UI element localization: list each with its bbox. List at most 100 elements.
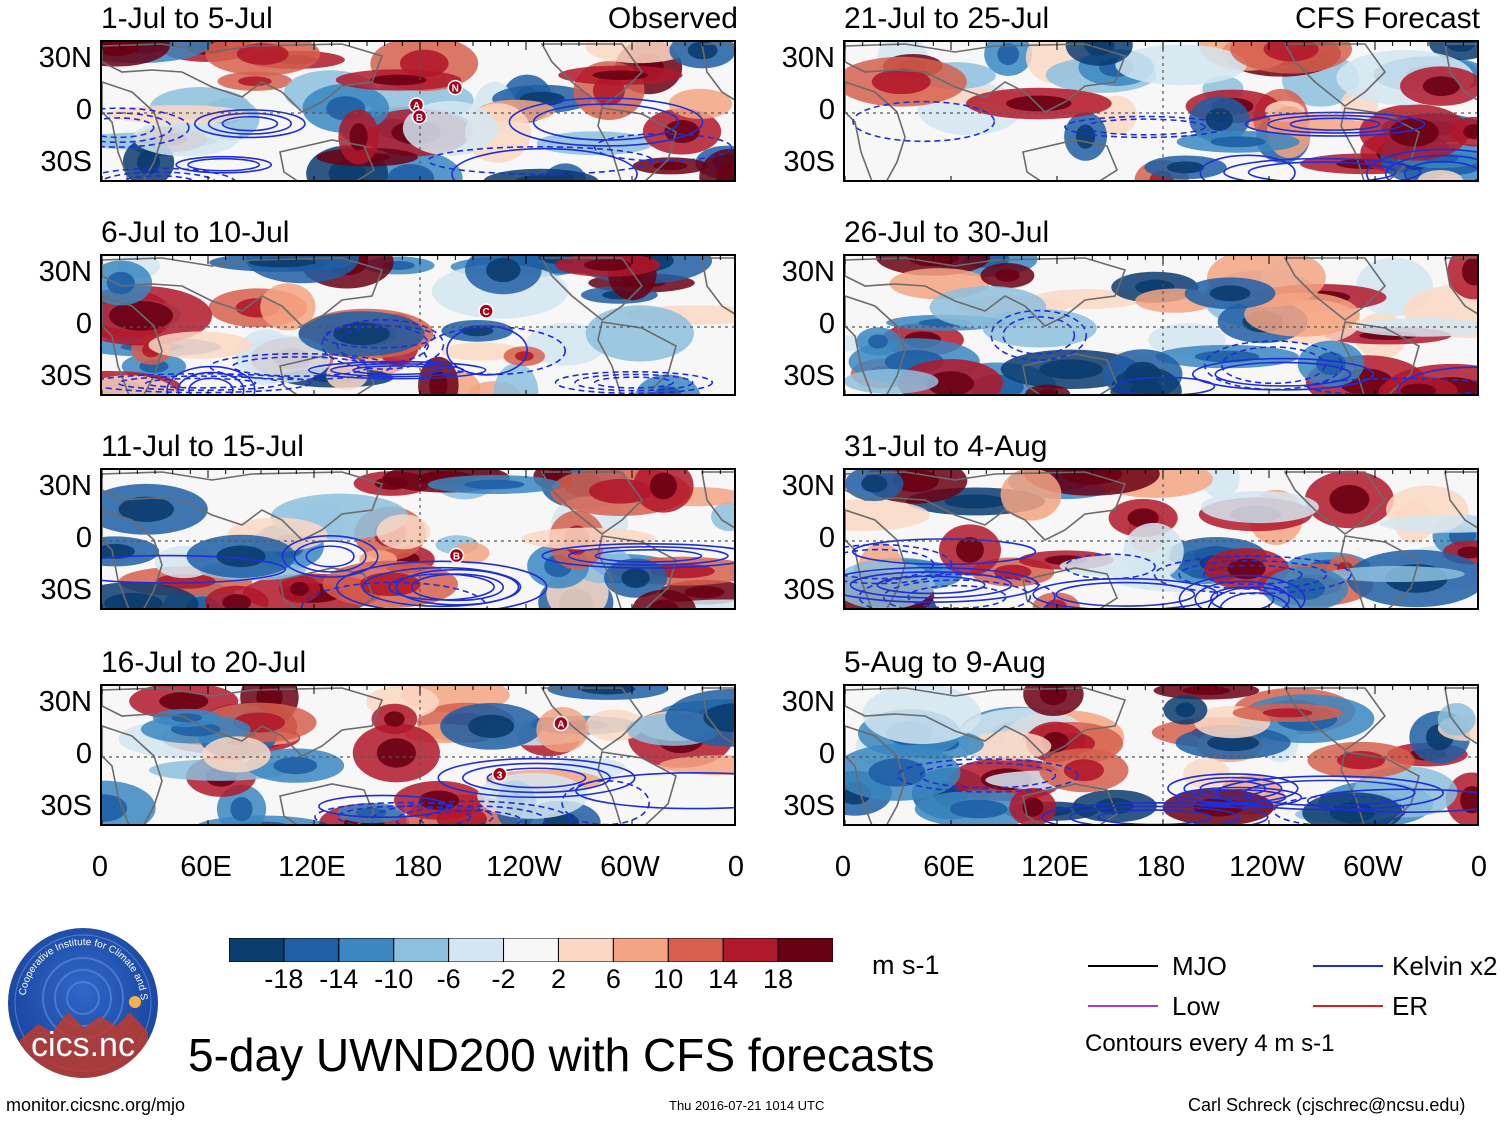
lat-tick-label: 30S (783, 146, 835, 178)
wind-anomaly-core (290, 581, 309, 596)
kelvin-contour (395, 568, 520, 606)
wind-anomaly-core (104, 592, 163, 608)
kelvin-contour (1199, 780, 1267, 797)
coastline (1283, 257, 1387, 321)
colorbar-swatch (667, 937, 724, 963)
kelvin-contour (305, 545, 355, 568)
coastline (1283, 471, 1387, 535)
legend-line-kelvin (1313, 965, 1383, 967)
kelvin-contour (330, 362, 465, 378)
colorbar-tick-label: 18 (763, 964, 794, 994)
kelvin-contour (336, 805, 472, 824)
lon-tick-label: 120W (486, 851, 562, 883)
colorbar-tick-label: -2 (491, 964, 516, 994)
wind-anomaly-core (926, 371, 975, 394)
kelvin-contour (1396, 366, 1477, 394)
kelvin-contour (882, 579, 1032, 608)
colorbar-swatch (228, 937, 285, 963)
wind-anomaly-blob (1353, 318, 1477, 337)
coastline (701, 257, 734, 315)
wind-anomaly-core (956, 537, 984, 563)
wind-anomaly-core (514, 351, 534, 362)
wind-anomaly-core (868, 334, 888, 349)
legend-line-mjo (1088, 965, 1158, 967)
kelvin-contour (849, 571, 1013, 599)
wind-anomaly-core (1457, 546, 1477, 559)
storm-marker[interactable]: B (411, 109, 428, 125)
wind-anomaly-core (868, 758, 926, 787)
contour-note: Contours every 4 m s-1 (1085, 1030, 1335, 1057)
wind-anomaly-core (1207, 734, 1260, 752)
kelvin-contour (508, 97, 704, 147)
wind-anomaly-blob (477, 772, 588, 819)
kelvin-contour (410, 573, 505, 602)
wind-anomaly-core (649, 472, 677, 500)
wind-map-panel: B (100, 468, 736, 610)
kelvin-contour (307, 360, 487, 380)
lat-tick-label: 30S (40, 146, 92, 178)
wind-anomaly-core (464, 479, 525, 490)
wind-anomaly-blob (668, 88, 733, 119)
wind-anomaly-core (216, 545, 266, 568)
wind-anomaly-core (222, 594, 251, 608)
wind-anomaly-core (1263, 42, 1319, 62)
wind-anomaly-core (1166, 161, 1205, 174)
storm-marker[interactable]: B (448, 547, 465, 564)
kelvin-contour (1199, 154, 1296, 180)
storm-marker[interactable]: N (447, 79, 464, 96)
kelvin-contour (1064, 553, 1156, 580)
coastline (1022, 139, 1118, 180)
wind-anomaly-core (230, 796, 253, 822)
wind-map-svg: B (102, 470, 734, 608)
storm-marker[interactable]: 3 (491, 766, 508, 783)
colorbar-swatch (612, 937, 669, 963)
panel-title: 31-Jul to 4-Aug (844, 430, 1048, 463)
coastline (845, 257, 1127, 327)
lon-tick-label: 120E (1021, 851, 1089, 883)
wind-anomaly-core (907, 256, 959, 267)
lon-tick-label: 60E (180, 851, 232, 883)
coastline (701, 687, 734, 745)
kelvin-contour (361, 566, 522, 608)
kelvin-contour (1214, 361, 1352, 387)
lat-tick-label: 30N (38, 470, 92, 502)
footer-url[interactable]: monitor.cicsnc.org/mjo (6, 1095, 186, 1115)
storm-marker[interactable]: A (553, 715, 569, 732)
logo-ring-text: Cooperative Institute for Climate and Sa… (8, 928, 149, 1001)
wind-anomaly-core (1329, 802, 1376, 823)
lat-tick-label: 0 (818, 522, 835, 554)
coastline (701, 43, 734, 101)
wind-anomaly-blob (441, 342, 522, 361)
lon-tick-label: 0 (91, 851, 109, 883)
wind-map-panel (843, 40, 1479, 182)
coastline (540, 687, 644, 751)
storm-label: 3 (497, 770, 503, 781)
wind-anomaly-core (1063, 759, 1104, 782)
legend-label-er: ER (1392, 991, 1429, 1021)
wind-anomaly-core (486, 257, 521, 283)
coastline (701, 471, 734, 529)
wind-anomaly-core (106, 271, 135, 295)
legend-label-kelvin: Kelvin x2 (1392, 951, 1498, 981)
kelvin-contour (462, 762, 611, 794)
lat-tick-label: 30N (38, 256, 92, 288)
wind-anomaly-blob (845, 499, 930, 531)
kelvin-contour (281, 535, 379, 578)
colorbar-swatch (283, 937, 340, 963)
coastline (102, 725, 163, 824)
kelvin-contour (1366, 148, 1477, 180)
wind-anomaly-blob (133, 119, 240, 157)
wind-anomaly-core (1210, 136, 1266, 148)
colorbar-units: m s-1 (872, 950, 940, 980)
wind-anomaly-core (871, 69, 931, 95)
lat-tick-label: 0 (818, 308, 835, 340)
wind-anomaly-core (944, 494, 1007, 509)
storm-marker[interactable]: C (478, 303, 494, 319)
colorbar-swatch (448, 937, 505, 963)
lat-tick-label: 30N (781, 256, 835, 288)
wind-anomaly-blob (493, 363, 539, 394)
kelvin-contour (193, 109, 306, 139)
kelvin-contour (1167, 773, 1299, 804)
wind-anomaly-blob (659, 755, 734, 776)
